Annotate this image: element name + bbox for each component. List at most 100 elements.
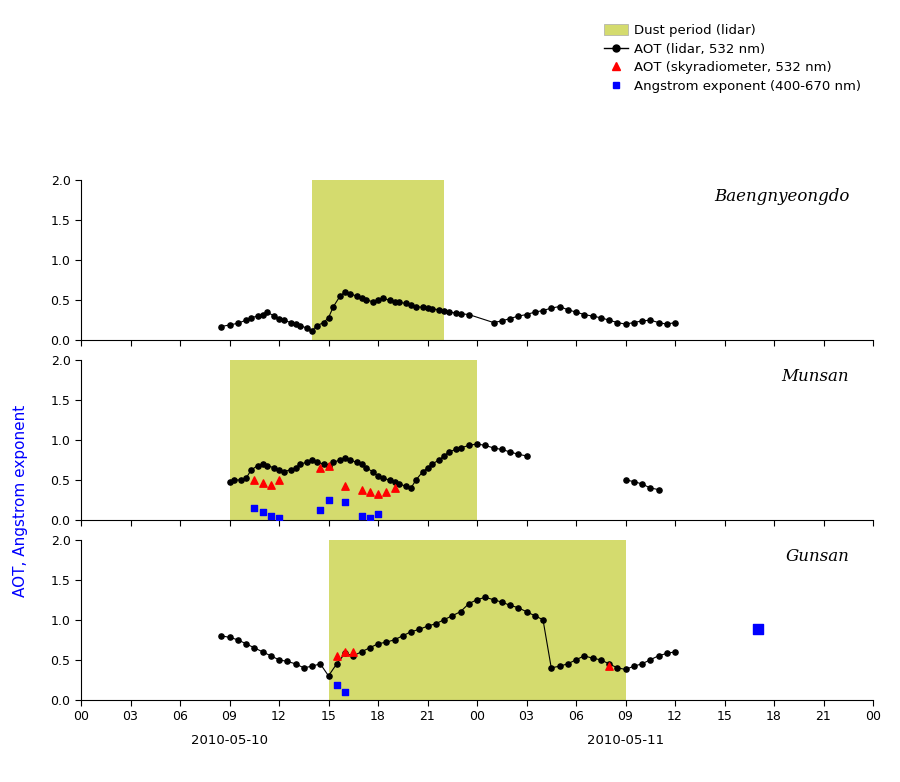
Point: [349, 456, 364, 468]
Point: [338, 686, 352, 698]
Point: [643, 314, 657, 326]
Point: [634, 314, 649, 327]
Point: [569, 306, 583, 318]
Point: [454, 442, 468, 454]
Point: [297, 662, 311, 674]
Point: [272, 312, 286, 325]
Point: [256, 308, 270, 321]
Point: [321, 669, 336, 682]
Point: [310, 320, 324, 332]
Point: [751, 623, 765, 636]
Point: [425, 457, 439, 470]
Point: [561, 658, 575, 670]
Point: [266, 461, 281, 474]
Point: [519, 308, 534, 321]
Point: [425, 303, 439, 315]
Point: [416, 465, 430, 478]
Point: [222, 631, 237, 644]
Point: [247, 641, 261, 654]
Point: [409, 474, 423, 486]
Point: [338, 480, 352, 493]
Point: [392, 296, 407, 309]
Point: [365, 296, 381, 308]
Point: [244, 464, 258, 476]
Point: [343, 288, 357, 300]
Point: [594, 311, 608, 324]
Point: [602, 658, 616, 670]
Point: [327, 300, 341, 313]
Point: [316, 457, 330, 470]
Point: [313, 504, 328, 517]
Point: [436, 613, 451, 626]
Point: [643, 482, 657, 494]
Point: [495, 443, 509, 456]
Point: [448, 443, 463, 456]
Point: [329, 650, 344, 662]
Point: [416, 301, 430, 314]
Point: [234, 474, 248, 486]
Point: [618, 663, 633, 676]
Point: [272, 474, 286, 486]
Point: [376, 472, 391, 485]
Point: [230, 317, 245, 329]
Point: [371, 637, 385, 650]
Point: [519, 450, 534, 462]
Point: [478, 439, 492, 452]
Point: [420, 302, 435, 314]
Point: [238, 472, 253, 485]
Point: [280, 655, 294, 668]
Point: [371, 487, 385, 500]
Point: [355, 457, 369, 470]
Point: [478, 591, 492, 604]
Point: [256, 457, 270, 470]
Point: [214, 630, 229, 642]
Point: [399, 480, 413, 493]
Point: [222, 319, 237, 332]
Point: [536, 613, 550, 626]
Point: [462, 597, 476, 610]
Point: [436, 450, 451, 462]
Point: [277, 314, 292, 326]
Point: [396, 630, 410, 642]
Text: 2010-05-10: 2010-05-10: [191, 734, 268, 747]
Point: [349, 290, 364, 303]
Point: [247, 502, 261, 515]
Point: [428, 618, 443, 630]
Point: [495, 314, 509, 327]
Point: [503, 312, 517, 325]
Point: [668, 316, 682, 328]
Point: [288, 461, 302, 474]
Point: [256, 477, 270, 490]
Point: [321, 459, 336, 472]
Point: [382, 474, 397, 486]
Point: [660, 317, 674, 330]
Point: [238, 314, 253, 326]
Point: [355, 483, 369, 496]
Bar: [230, 360, 477, 520]
Point: [310, 456, 324, 468]
Point: [511, 448, 526, 461]
Point: [420, 461, 435, 474]
Point: [495, 596, 509, 608]
Point: [442, 306, 456, 318]
Point: [448, 307, 463, 319]
Point: [355, 510, 369, 522]
Point: [376, 292, 391, 305]
Point: [300, 456, 314, 468]
Point: [626, 316, 641, 328]
Text: 2010-05-11: 2010-05-11: [587, 734, 664, 747]
Point: [333, 290, 347, 303]
Point: [412, 623, 427, 636]
Point: [316, 316, 330, 328]
Point: [519, 605, 534, 618]
Point: [305, 454, 320, 466]
Point: [277, 465, 292, 478]
Point: [585, 310, 599, 322]
Point: [379, 486, 393, 498]
Point: [327, 456, 341, 468]
Point: [266, 310, 281, 322]
Point: [313, 658, 328, 670]
Point: [511, 310, 526, 322]
Point: [338, 646, 352, 658]
Point: [527, 609, 542, 622]
